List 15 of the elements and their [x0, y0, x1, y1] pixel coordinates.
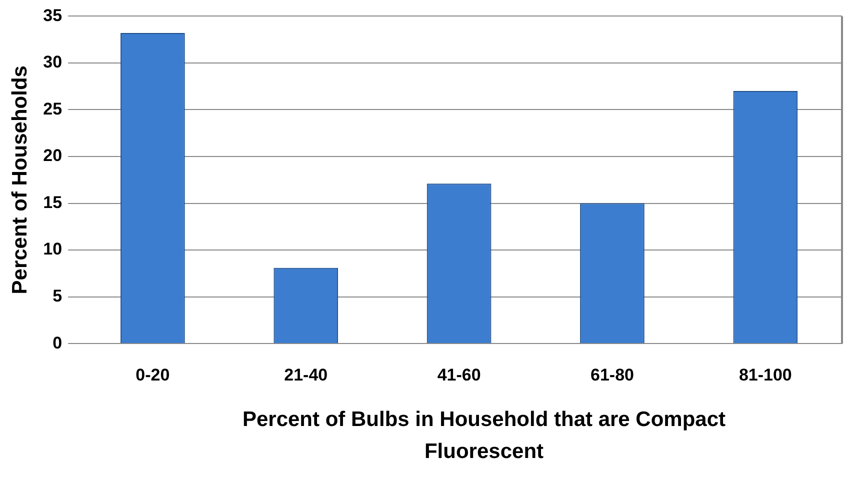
x-tick-label: 0-20 — [136, 365, 170, 384]
y-tick-label: 15 — [43, 192, 62, 212]
y-tick-label: 5 — [52, 286, 62, 306]
y-tick-label: 0 — [52, 333, 62, 352]
x-tick-label: 81-100 — [738, 365, 792, 384]
x-tick-label: 21-40 — [284, 365, 328, 384]
y-tick-label: 35 — [43, 6, 62, 25]
y-axis-title: Percent of Households — [8, 66, 32, 294]
x-axis-title: Percent of Bulbs in Household that are Compact Fluorescent — [241, 407, 727, 465]
x-tick-label: 41-60 — [437, 365, 481, 384]
y-tick-label: 30 — [43, 52, 62, 72]
y-tick-label: 20 — [43, 146, 62, 166]
y-tick-label: 25 — [43, 99, 62, 118]
y-tick-label: 10 — [43, 240, 62, 259]
x-tick-label: 61-80 — [590, 365, 634, 384]
